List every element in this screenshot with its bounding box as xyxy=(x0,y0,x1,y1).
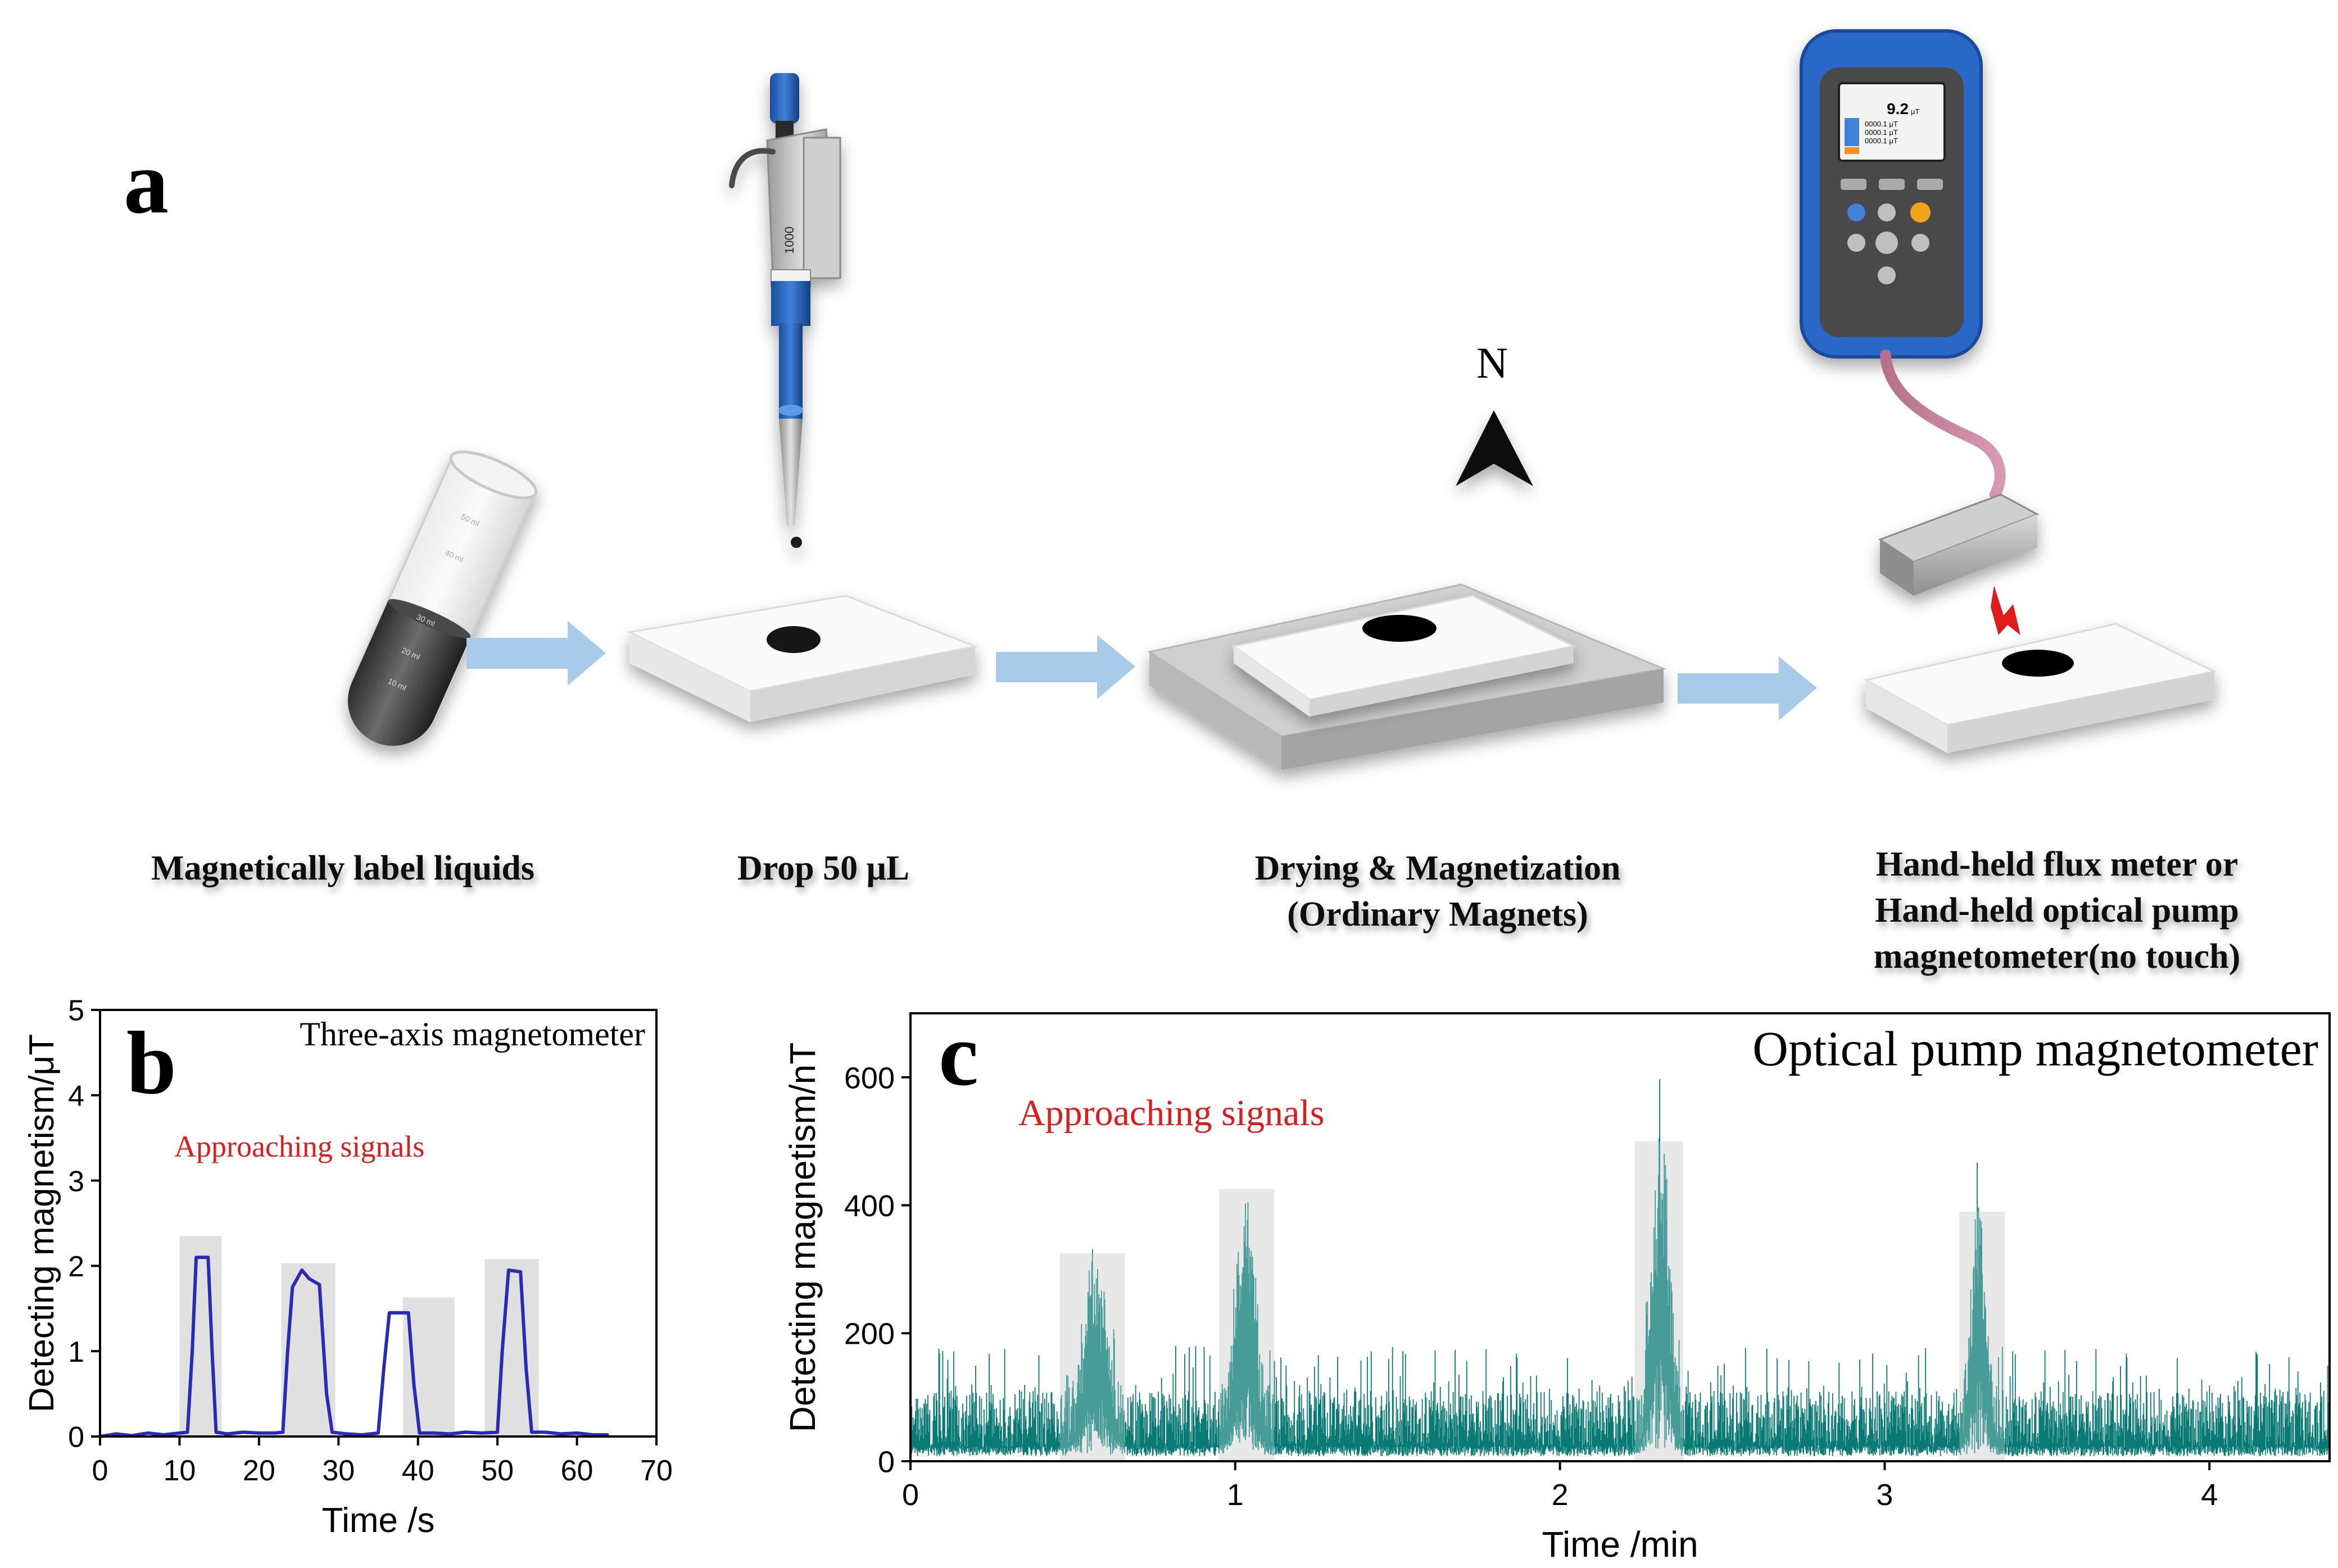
signal-highlight xyxy=(281,1263,336,1436)
x-tick-label: 2 xyxy=(1552,1478,1569,1512)
flow-arrow xyxy=(996,635,1135,699)
x-tick-label: 1 xyxy=(1227,1478,1244,1512)
x-tick-label: 20 xyxy=(243,1454,275,1487)
step-caption-meter-line3: magnetometer(no touch) xyxy=(1874,937,2241,976)
x-tick-label: 3 xyxy=(1876,1478,1893,1512)
flow-arrow xyxy=(466,621,606,686)
compass-label: N xyxy=(1476,338,1508,387)
flow-arrow xyxy=(1678,656,1817,720)
y-tick-label: 3 xyxy=(68,1165,84,1198)
meter-cable xyxy=(1880,350,2006,500)
step-caption-meter-line2: Hand-held optical pump xyxy=(1875,891,2239,930)
meter-row: 0000.1 μT xyxy=(1865,120,1898,128)
meter-row: 0000.1 μT xyxy=(1865,137,1898,145)
chart-title: Optical pump magnetometer xyxy=(1752,1022,2318,1076)
step-caption-label-liquids: Magnetically label liquids xyxy=(151,849,534,887)
step-caption-drying-line2: (Ordinary Magnets) xyxy=(1287,895,1588,933)
approach-annotation: Approaching signals xyxy=(1018,1093,1324,1134)
approach-annotation: Approaching signals xyxy=(174,1130,424,1163)
plot-frame xyxy=(909,1012,2331,1462)
meter-row: 0000.1 μT xyxy=(1865,128,1898,137)
signal-highlight-overlay xyxy=(1218,1189,1275,1461)
y-axis-label: Detecting magnetism/μT xyxy=(22,1034,61,1412)
y-tick-label: 1 xyxy=(68,1336,84,1368)
signal-highlight-overlay xyxy=(1059,1253,1125,1461)
y-tick-label: 600 xyxy=(844,1061,895,1095)
x-tick-label: 4 xyxy=(2201,1478,2218,1512)
panel-letter: c xyxy=(939,1004,978,1104)
pipette-label: 1000 xyxy=(782,226,796,254)
step-caption-meter-line1: Hand-held flux meter or xyxy=(1876,845,2239,883)
panel-letter: b xyxy=(126,1013,176,1113)
signal-bolt-icon xyxy=(1991,586,2020,635)
glass-slide xyxy=(627,595,978,722)
north-arrow-icon xyxy=(1456,410,1533,486)
magnetometer-probe-icon xyxy=(1878,493,2040,596)
y-axis-label: Detecting magnetism/nT xyxy=(782,1043,823,1433)
x-tick-label: 0 xyxy=(92,1454,108,1487)
signal-highlight-overlay xyxy=(1634,1141,1684,1461)
glass-slide xyxy=(1231,595,1576,717)
y-tick-label: 4 xyxy=(68,1080,84,1113)
step-caption-drop: Drop 50 μL xyxy=(737,849,909,887)
sample-drop xyxy=(767,626,821,653)
y-tick-label: 2 xyxy=(68,1250,84,1283)
y-tick-label: 400 xyxy=(844,1189,895,1223)
trace-line xyxy=(99,1256,609,1438)
signal-highlight-overlay xyxy=(1959,1211,2005,1461)
x-tick-label: 10 xyxy=(164,1454,196,1487)
step-caption-drying-line1: Drying & Magnetization xyxy=(1255,849,1621,887)
sample-drop xyxy=(1362,615,1437,642)
y-tick-label: 0 xyxy=(878,1445,895,1479)
x-tick-label: 30 xyxy=(322,1454,355,1487)
panel-c-chart: 0 1 2 3 4 0 200 400 600 Time /min Detecting magnet… xyxy=(782,1004,2331,1565)
glass-slide xyxy=(1863,623,2217,753)
test-tube-icon: 50 ml 40 ml 30 ml 20 ml 10 ml xyxy=(348,450,538,746)
x-tick-label: 0 xyxy=(902,1478,919,1512)
panel-b-chart: 0 10 20 30 40 50 60 70 0 1 2 3 4 5 Time /s Detecting ma… xyxy=(22,995,673,1540)
x-tick-label: 50 xyxy=(481,1454,514,1487)
sample-drop xyxy=(2002,650,2074,677)
x-axis-label: Time /min xyxy=(1542,1524,1698,1565)
y-tick-label: 0 xyxy=(68,1421,84,1454)
signal-highlight xyxy=(402,1297,455,1436)
meter-unit: μT xyxy=(1911,107,1919,116)
x-tick-label: 70 xyxy=(640,1454,673,1487)
pipette-icon: 1000 xyxy=(729,73,841,548)
panel-a-letter: a xyxy=(124,132,169,232)
plot-frame xyxy=(99,1009,658,1438)
handheld-meter-icon: 9.2 μT 0000.1 μT 0000.1 μT 0000.1 μT xyxy=(1800,29,1983,359)
chart-title: Three-axis magnetometer xyxy=(300,1016,645,1053)
x-axis-label: Time /s xyxy=(322,1501,435,1540)
panel-a: a 50 ml 40 ml 30 ml 20 ml 10 ml xyxy=(124,29,2241,976)
y-tick-label: 5 xyxy=(68,995,84,1027)
x-tick-label: 40 xyxy=(402,1454,434,1487)
meter-reading: 9.2 xyxy=(1887,100,1909,117)
y-tick-label: 200 xyxy=(844,1317,895,1351)
x-tick-label: 60 xyxy=(561,1454,593,1487)
